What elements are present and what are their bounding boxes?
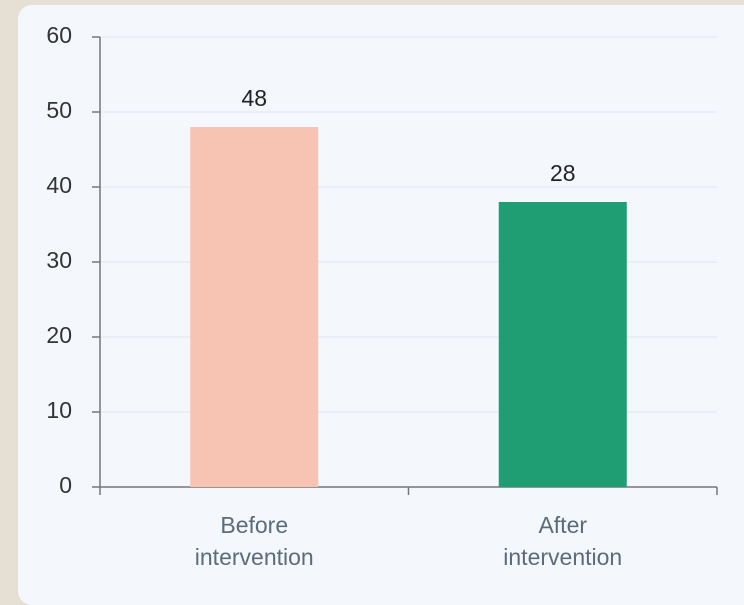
y-tick-label: 30 bbox=[46, 247, 72, 273]
chart: 0 10 20 30 40 50 60 48 Before intervention 28 After… bbox=[46, 22, 718, 570]
y-tick-label: 10 bbox=[46, 397, 72, 423]
bar bbox=[498, 202, 627, 487]
y-tick-label: 20 bbox=[46, 322, 72, 348]
bar bbox=[190, 127, 319, 487]
x-tick-label: After intervention bbox=[503, 512, 622, 570]
x-tick-label: Before intervention bbox=[195, 512, 314, 570]
y-tick-label: 0 bbox=[59, 472, 72, 498]
value-label: 28 bbox=[550, 160, 576, 186]
y-tick-label: 40 bbox=[46, 172, 72, 198]
y-tick-label: 60 bbox=[46, 22, 72, 48]
value-label: 48 bbox=[241, 85, 267, 111]
page: {"chart_data": {"type": "bar", "categori… bbox=[18, 5, 744, 605]
y-tick-label: 50 bbox=[46, 97, 72, 123]
